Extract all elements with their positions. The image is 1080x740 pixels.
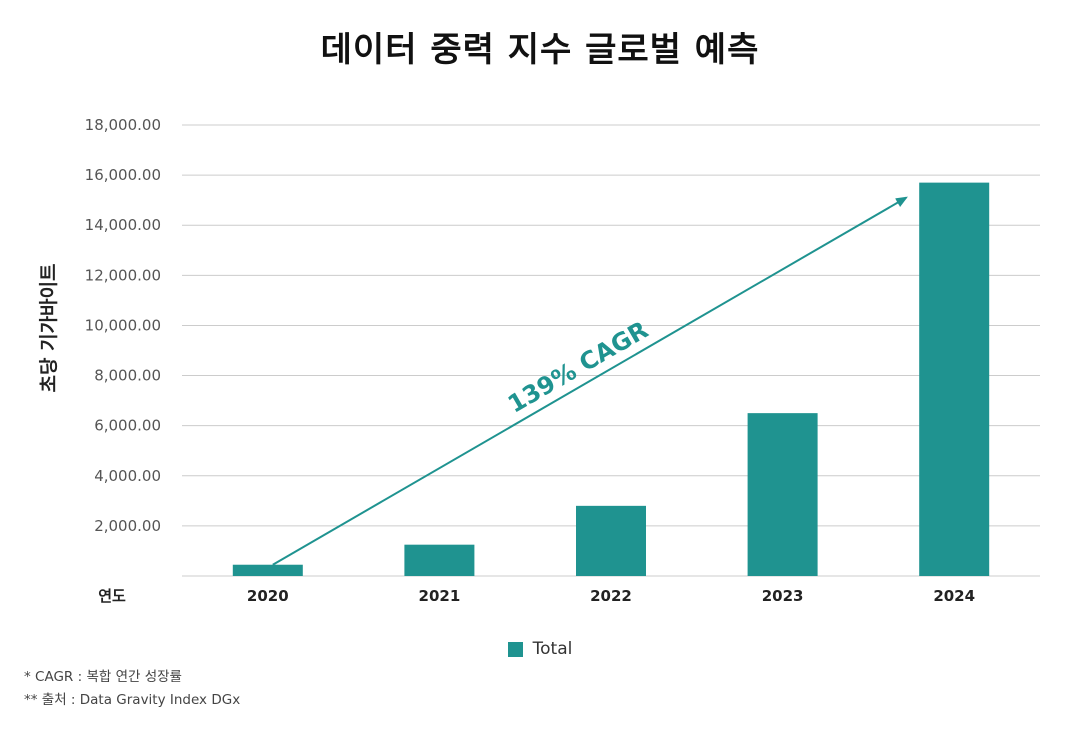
cagr-annotation: 139% CAGR xyxy=(503,316,653,419)
cagr-arrow xyxy=(272,196,908,566)
y-tick-label: 10,000.00 xyxy=(85,316,161,334)
legend-label: Total xyxy=(532,639,573,659)
footnote-cagr: * CAGR : 복합 연간 성장률 xyxy=(24,669,182,685)
legend: Total xyxy=(0,639,1080,659)
x-axis-ticks: 2020 2021 2022 2023 2024 xyxy=(247,587,975,605)
y-tick-label: 6,000.00 xyxy=(94,417,161,435)
bar xyxy=(919,182,990,576)
y-tick-label: 14,000.00 xyxy=(85,216,161,234)
bar xyxy=(576,505,646,576)
y-axis-title: 초당 기가바이트 xyxy=(38,264,60,393)
y-axis-ticks: 2,000.00 4,000.00 6,000.00 8,000.00 10,000.0… xyxy=(85,116,161,535)
x-tick-label: 2023 xyxy=(762,587,804,605)
chart-title: 데이터 중력 지수 글로벌 예측 xyxy=(320,30,760,70)
y-tick-label: 18,000.00 xyxy=(85,116,161,134)
x-tick-label: 2024 xyxy=(933,587,975,605)
footnote-source: ** 출처 : Data Gravity Index DGx xyxy=(24,692,241,708)
x-axis-title: 연도 xyxy=(98,587,126,605)
x-tick-label: 2022 xyxy=(590,587,632,605)
legend-swatch xyxy=(507,641,523,657)
bar xyxy=(232,564,303,576)
x-tick-label: 2021 xyxy=(419,587,461,605)
bar xyxy=(747,413,818,576)
y-tick-label: 12,000.00 xyxy=(85,266,161,284)
x-tick-label: 2020 xyxy=(247,587,289,605)
cagr-arrow-group xyxy=(272,196,908,566)
y-tick-label: 8,000.00 xyxy=(94,367,161,385)
bar xyxy=(404,544,475,576)
y-tick-label: 2,000.00 xyxy=(94,517,161,535)
y-tick-label: 4,000.00 xyxy=(94,467,161,485)
y-tick-label: 16,000.00 xyxy=(85,166,161,184)
bars xyxy=(232,182,990,576)
